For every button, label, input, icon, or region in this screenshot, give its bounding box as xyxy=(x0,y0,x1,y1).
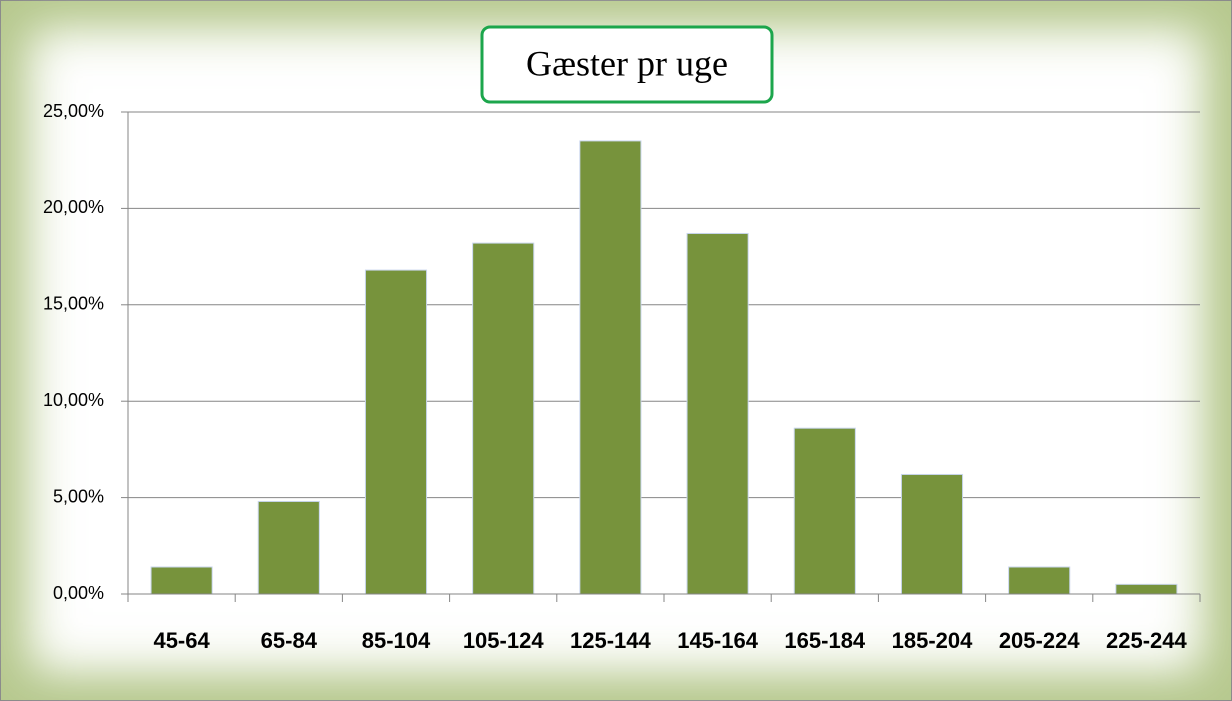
bar xyxy=(364,269,428,595)
title-box xyxy=(480,25,774,104)
x-tick-label: 225-244 xyxy=(1106,628,1188,653)
bar xyxy=(900,473,964,595)
bar xyxy=(686,232,749,595)
x-tick-label: 85-104 xyxy=(362,628,431,653)
x-tick-label: 185-204 xyxy=(892,628,974,653)
x-tick-label: 165-184 xyxy=(784,628,866,653)
y-tick-label: 0,00% xyxy=(53,583,104,603)
bar xyxy=(793,427,856,595)
x-tick-label: 65-84 xyxy=(261,628,318,653)
x-tick-label: 45-64 xyxy=(153,628,210,653)
chart-title: Gæster pr uge xyxy=(526,43,728,83)
bar xyxy=(579,140,642,595)
bar xyxy=(472,242,535,595)
x-tick-label: 125-144 xyxy=(570,628,652,653)
plot-area: 0,00% 5,00% 10,00% 15,00% 20,00% 25,00% 45-64 6… xyxy=(43,101,1201,653)
x-tick-label: 105-124 xyxy=(463,628,545,653)
bar xyxy=(1115,583,1178,595)
x-tick-label: 145-164 xyxy=(677,628,759,653)
y-tick-label: 25,00% xyxy=(43,101,104,121)
x-tick-label: 205-224 xyxy=(999,628,1081,653)
bar xyxy=(257,500,320,595)
y-tick-label: 20,00% xyxy=(43,197,104,217)
y-tick-label: 15,00% xyxy=(43,294,104,314)
bar xyxy=(150,566,213,595)
y-tick-label: 5,00% xyxy=(53,486,104,506)
y-tick-label: 10,00% xyxy=(43,390,104,410)
bar xyxy=(1008,566,1071,595)
